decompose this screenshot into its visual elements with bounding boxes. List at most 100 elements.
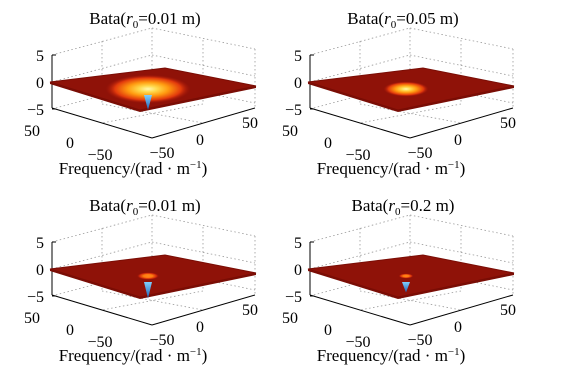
grid-line xyxy=(51,241,153,270)
y-tick-label: −50 xyxy=(345,147,370,164)
surface xyxy=(307,67,515,112)
x-axis xyxy=(409,107,514,139)
surface xyxy=(307,254,515,299)
grid-line xyxy=(51,214,153,243)
y-tick-label: −50 xyxy=(87,147,112,164)
grid-line xyxy=(359,103,462,124)
grid-line xyxy=(151,54,256,77)
z-tick-label: 0 xyxy=(36,75,44,92)
chart-title-suffix: =0.2 m) xyxy=(400,196,454,215)
z-tick-label: 5 xyxy=(36,235,44,252)
grid-line xyxy=(51,27,153,56)
x-tick-label: 50 xyxy=(242,115,258,132)
grid-line xyxy=(359,290,462,311)
z-tick-label: 5 xyxy=(294,235,302,252)
x-axis-label-main: Frequency/(rad · m xyxy=(59,159,190,178)
grid-line xyxy=(151,27,256,50)
z-tick-label: −5 xyxy=(285,289,302,306)
y-tick-label: 50 xyxy=(282,123,298,140)
chart-title-var: r xyxy=(384,9,391,28)
y-tick-label: 0 xyxy=(66,322,74,339)
surface xyxy=(49,67,257,112)
chart-title-var: r xyxy=(126,9,133,28)
x-axis-label-sup: −1 xyxy=(190,159,202,171)
y-tick-label: 50 xyxy=(24,123,40,140)
surface-spike xyxy=(144,95,152,110)
x-tick-label: −50 xyxy=(407,332,432,349)
x-tick-label: −50 xyxy=(149,332,174,349)
z-tick-label: 0 xyxy=(294,75,302,92)
x-tick-label: 50 xyxy=(500,115,516,132)
grid-line xyxy=(101,290,204,311)
grid-line xyxy=(309,241,411,270)
chart-title-suffix: =0.01 m) xyxy=(138,9,200,28)
x-axis-label-main: Frequency/(rad · m xyxy=(59,346,190,365)
chart-title-sub: 0 xyxy=(133,206,139,218)
grid-line xyxy=(101,103,204,124)
grid-line xyxy=(309,268,411,297)
chart-title: Bata(r0=0.05 m) xyxy=(347,9,458,31)
y-tick-label: −50 xyxy=(87,334,112,351)
x-axis-label: Frequency/(rad · m−1) xyxy=(317,159,466,178)
x-axis-label: Frequency/(rad · m−1) xyxy=(59,346,208,365)
z-tick-label: −5 xyxy=(27,102,44,119)
chart-title-prefix: Bata( xyxy=(89,9,126,28)
x-axis xyxy=(151,107,256,139)
y-axis xyxy=(51,107,153,139)
x-tick-label: 0 xyxy=(454,319,462,336)
grid-line xyxy=(51,54,153,83)
z-tick-label: 0 xyxy=(294,262,302,279)
surface-spike xyxy=(144,282,152,299)
y-tick-label: −50 xyxy=(345,334,370,351)
z-tick-label: −5 xyxy=(27,289,44,306)
grid-line xyxy=(309,27,411,56)
y-tick-label: 0 xyxy=(324,322,332,339)
x-axis-label-close: ) xyxy=(202,346,208,365)
x-axis-label-close: ) xyxy=(460,159,466,178)
grid-line xyxy=(151,214,256,237)
surface-peak xyxy=(105,74,191,104)
grid-line xyxy=(409,214,514,237)
grid-line xyxy=(51,268,153,297)
surface-peak-core xyxy=(402,274,410,278)
chart-title: Bata(r0=0.01 m) xyxy=(89,9,200,31)
y-tick-label: 50 xyxy=(24,310,40,327)
surface-peak-core xyxy=(143,274,153,278)
chart-title-sub: 0 xyxy=(391,19,397,31)
chart-title: Bata(r0=0.2 m) xyxy=(352,196,455,218)
surface xyxy=(49,254,257,299)
grid-line xyxy=(409,27,514,50)
chart-title-var: r xyxy=(126,196,133,215)
x-axis-label: Frequency/(rad · m−1) xyxy=(317,346,466,365)
x-tick-label: −50 xyxy=(149,145,174,162)
x-tick-label: 50 xyxy=(500,302,516,319)
grid-line xyxy=(359,290,462,311)
y-axis xyxy=(309,107,411,139)
x-tick-label: −50 xyxy=(407,145,432,162)
x-tick-label: 0 xyxy=(196,132,204,149)
chart-title-prefix: Bata( xyxy=(89,196,126,215)
x-axis xyxy=(409,294,514,326)
chart-title-suffix: =0.05 m) xyxy=(396,9,458,28)
chart-title-sub: 0 xyxy=(395,206,401,218)
chart-title-sub: 0 xyxy=(133,19,139,31)
surface-spike xyxy=(402,282,410,293)
x-axis-label-sup: −1 xyxy=(448,159,460,171)
y-axis xyxy=(51,294,153,326)
x-tick-label: 0 xyxy=(196,319,204,336)
z-tick-label: 5 xyxy=(294,48,302,65)
x-axis-label-main: Frequency/(rad · m xyxy=(317,159,448,178)
x-axis-label-close: ) xyxy=(202,159,208,178)
x-axis-label-main: Frequency/(rad · m xyxy=(317,346,448,365)
y-tick-label: 50 xyxy=(282,310,298,327)
grid-line xyxy=(309,54,411,83)
x-axis-label-close: ) xyxy=(460,346,466,365)
z-tick-label: −5 xyxy=(285,102,302,119)
chart-title-suffix: =0.01 m) xyxy=(138,196,200,215)
y-axis xyxy=(309,294,411,326)
